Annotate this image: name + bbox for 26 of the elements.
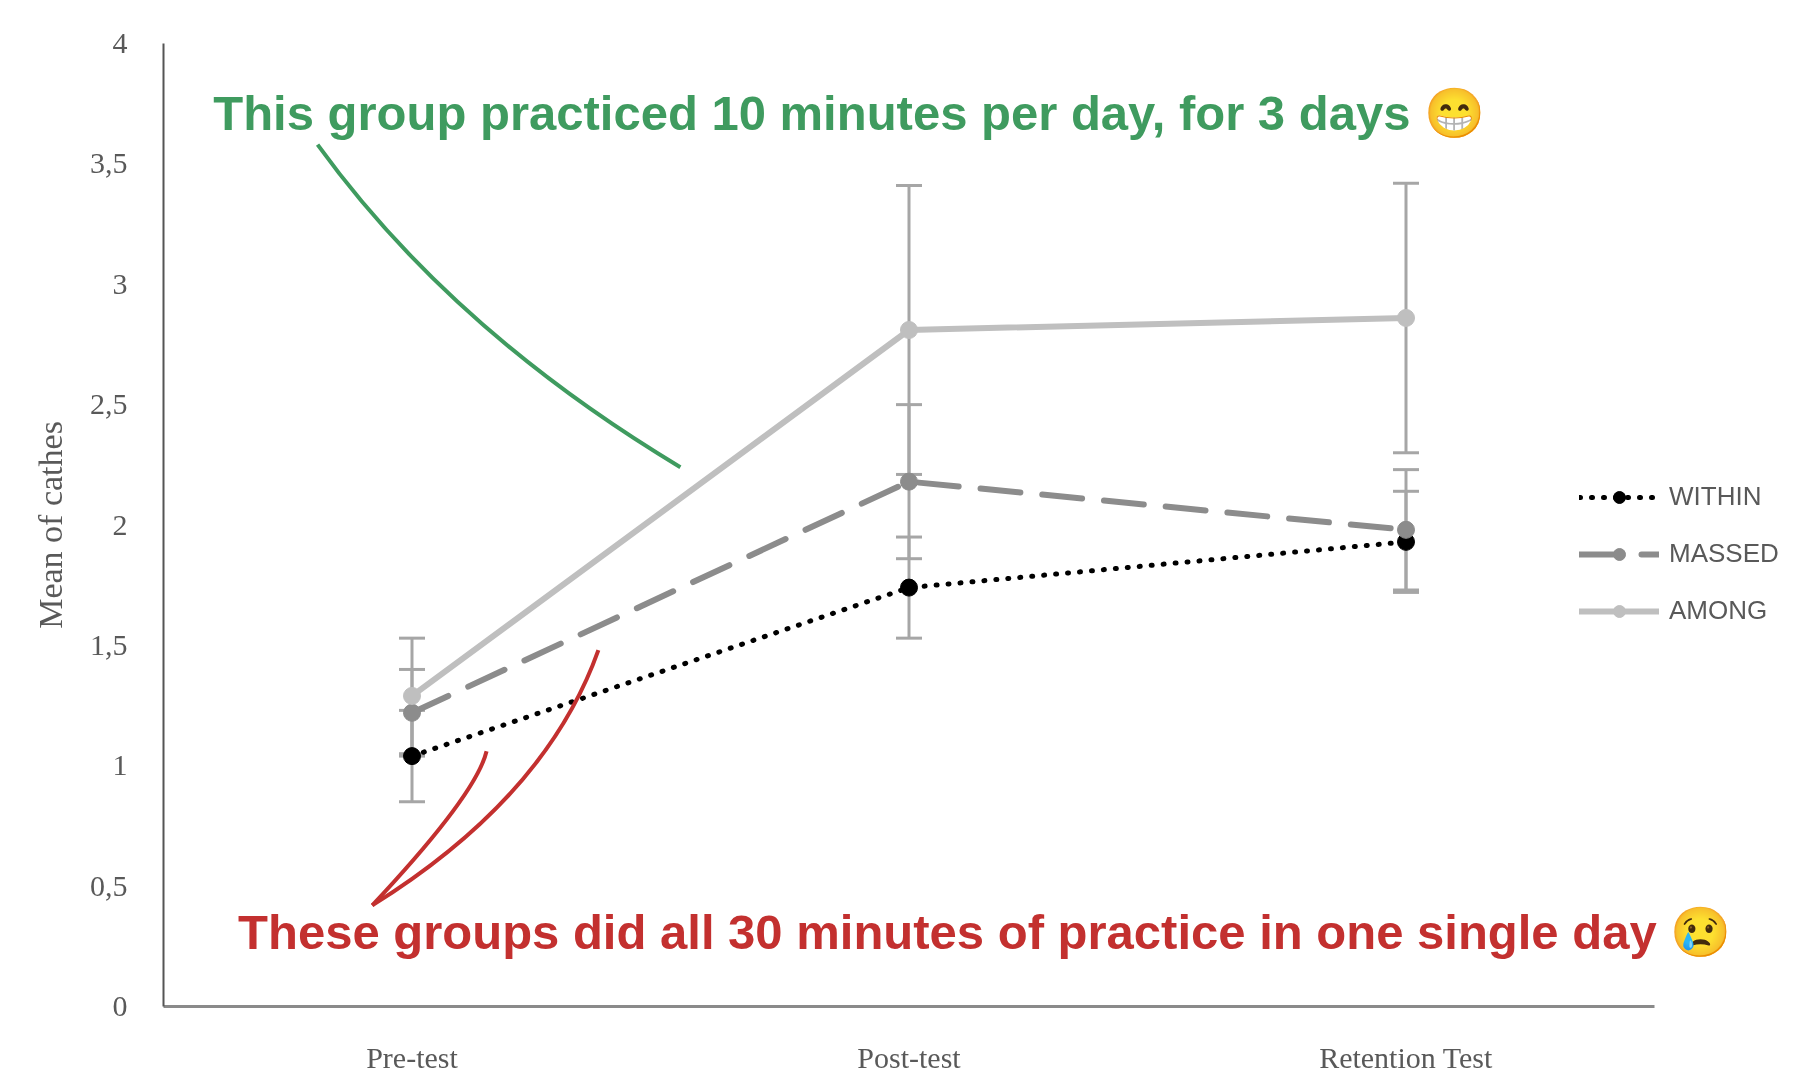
annotation: This group practiced 10 minutes per day, for 3 days 😁 <box>213 86 1486 141</box>
x-tick-label: Post-test <box>857 1040 962 1074</box>
y-tick-label: 3 <box>112 266 128 300</box>
y-tick-label: 4 <box>112 26 128 59</box>
y-tick-label: 0,5 <box>90 868 128 902</box>
legend-label: MASSED <box>1669 538 1779 569</box>
y-axis-title: Mean of cathes <box>32 421 69 629</box>
legend-label: AMONG <box>1669 595 1768 626</box>
point <box>403 747 421 766</box>
y-tick-label: 2 <box>112 507 128 541</box>
point <box>900 472 918 491</box>
x-tick-label: Pre-test <box>366 1040 459 1074</box>
annotation: These groups did all 30 minutes of practice in one single day 😢 <box>238 904 1732 959</box>
y-tick-label: 0 <box>112 989 128 1022</box>
y-tick-label: 1 <box>112 748 128 782</box>
x-tick-label: Retention Test <box>1319 1040 1493 1074</box>
point <box>403 703 421 722</box>
point <box>900 578 918 597</box>
y-tick-label: 3,5 <box>90 146 128 180</box>
point <box>1397 308 1415 327</box>
point <box>1397 520 1415 539</box>
y-tick-label: 2,5 <box>90 387 128 421</box>
y-tick-label: 1,5 <box>90 627 128 661</box>
legend-label: WITHIN <box>1669 481 1762 512</box>
point <box>900 321 918 339</box>
point <box>403 686 421 705</box>
